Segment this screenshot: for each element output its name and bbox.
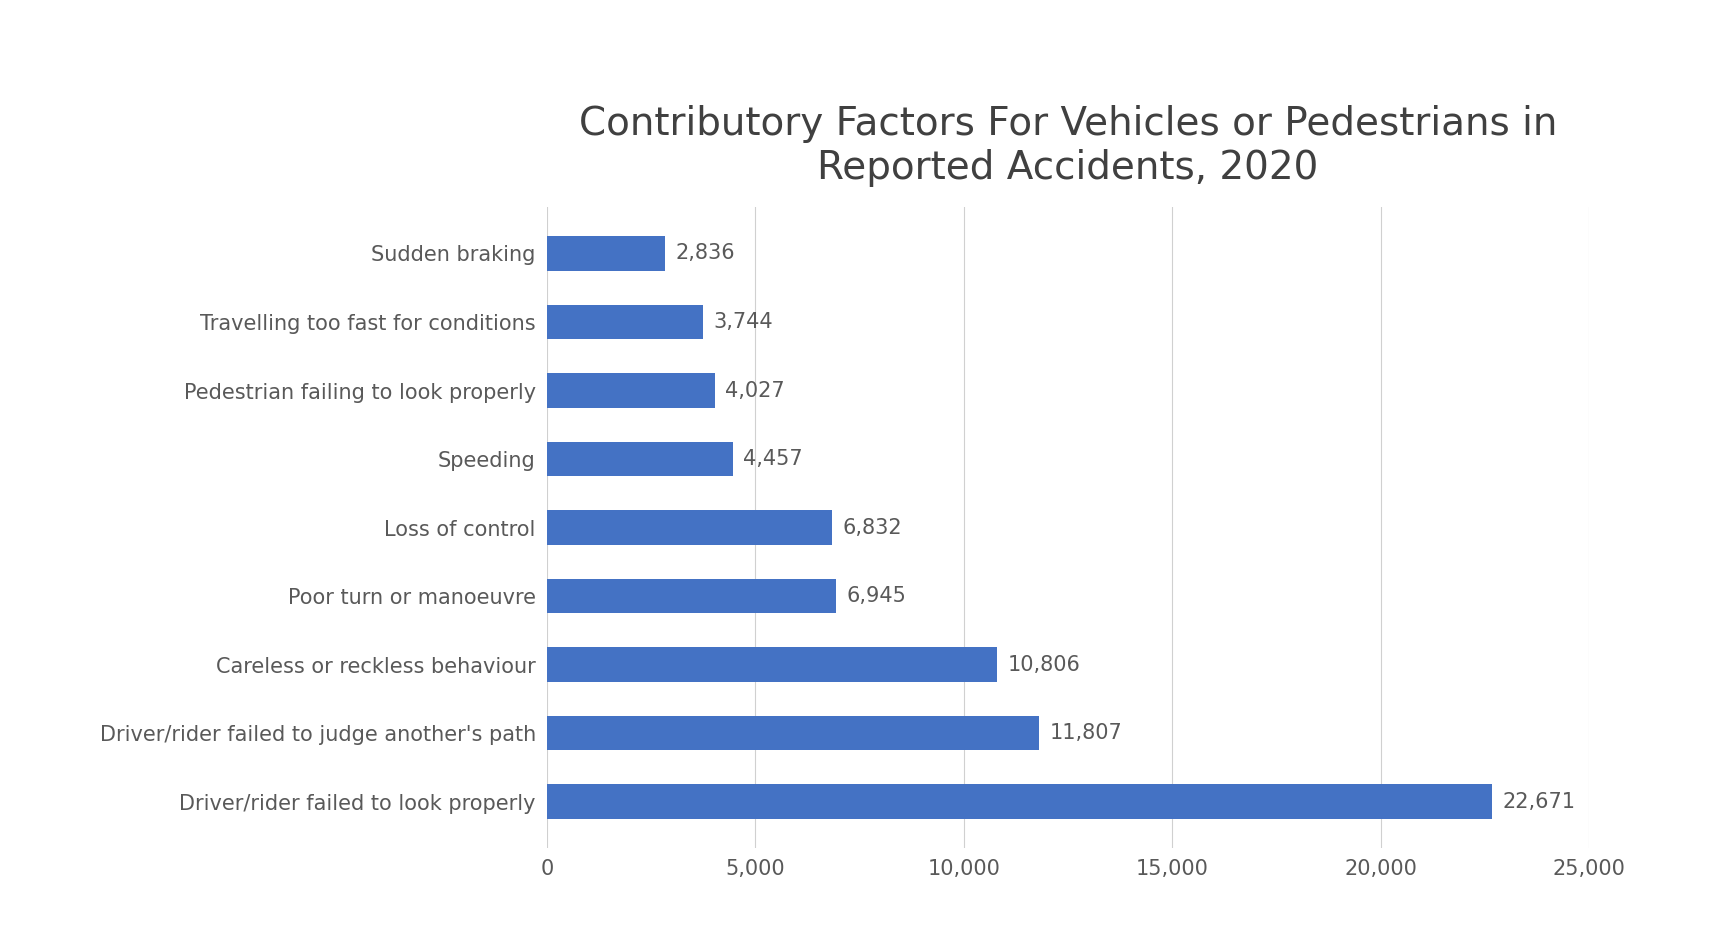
- Bar: [547, 579, 836, 613]
- Text: 11,807: 11,807: [1049, 723, 1123, 743]
- Text: 6,945: 6,945: [848, 586, 907, 606]
- Text: 3,744: 3,744: [713, 312, 772, 332]
- Bar: [547, 511, 832, 544]
- Text: 4,027: 4,027: [725, 381, 784, 400]
- Bar: [547, 236, 665, 270]
- Text: 4,457: 4,457: [743, 449, 803, 469]
- Text: 10,806: 10,806: [1008, 655, 1080, 674]
- Text: 6,832: 6,832: [843, 517, 902, 538]
- Bar: [547, 373, 714, 408]
- Bar: [547, 442, 733, 476]
- Text: 22,671: 22,671: [1502, 791, 1576, 812]
- Bar: [547, 305, 702, 339]
- Bar: [547, 647, 998, 682]
- Text: 2,836: 2,836: [675, 243, 735, 264]
- Title: Contributory Factors For Vehicles or Pedestrians in
Reported Accidents, 2020: Contributory Factors For Vehicles or Ped…: [579, 106, 1557, 187]
- Bar: [547, 785, 1492, 819]
- Bar: [547, 716, 1039, 750]
